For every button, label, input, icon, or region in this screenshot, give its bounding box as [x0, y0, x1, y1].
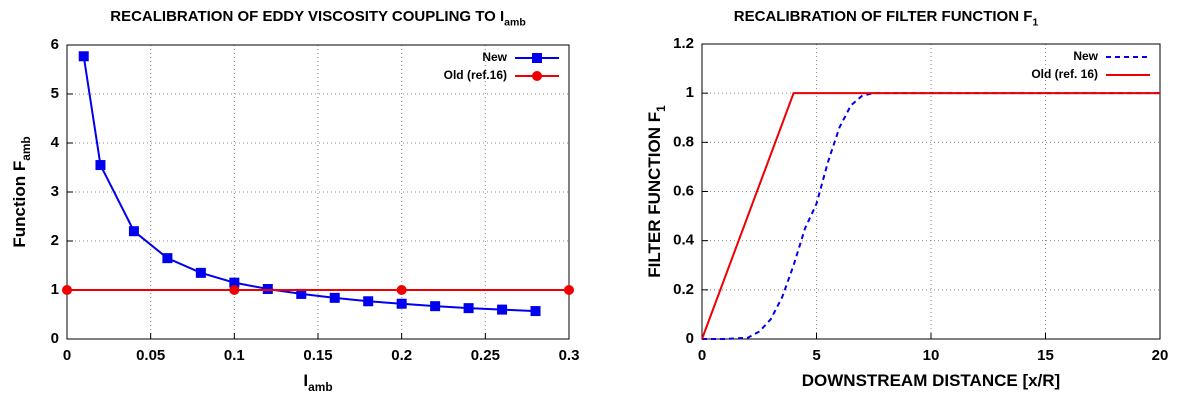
x-tick-label: 10 [923, 347, 940, 364]
y-axis-label-sub: 1 [654, 105, 668, 112]
y-tick-label: 0.8 [673, 133, 694, 150]
x-axis-label-main: DOWNSTREAM DISTANCE [x/R] [802, 371, 1060, 390]
legend-label: Old (ref.16) [444, 68, 507, 82]
y-tick-label: 5 [51, 85, 59, 102]
x-axis-label-main: I [303, 371, 308, 390]
chart-title: RECALIBRATION OF FILTER FUNCTION F1 [734, 8, 1039, 28]
data-point [530, 306, 541, 317]
x-tick-label: 0.1 [224, 347, 245, 364]
y-axis-label: FILTER FUNCTION F1 [645, 105, 668, 278]
data-point [564, 285, 574, 295]
y-axis-label-main: Function F [10, 161, 29, 248]
data-point [363, 296, 374, 307]
x-tick-label: 0.25 [471, 347, 500, 364]
legend-marker [532, 53, 542, 63]
plot-frame [701, 43, 1161, 340]
data-point [195, 267, 206, 278]
legend-label: Old (ref. 16) [1031, 67, 1098, 81]
x-axis-label: Iamb [303, 371, 332, 394]
y-tick-label: 4 [51, 134, 60, 151]
y-axis-label-main: FILTER FUNCTION F [645, 112, 664, 278]
chart-title-main: RECALIBRATION OF FILTER FUNCTION F [734, 8, 1033, 25]
x-axis-label-sub: amb [308, 380, 332, 394]
series-line [701, 92, 1160, 340]
data-point [430, 301, 441, 312]
chart-title-main: RECALIBRATION OF EDDY VISCOSITY COUPLING… [110, 8, 504, 25]
plot-frame [66, 44, 570, 340]
y-tick-label: 1.2 [673, 35, 694, 52]
data-point [329, 292, 340, 303]
x-tick-label: 15 [1037, 347, 1054, 364]
data-point [463, 303, 474, 314]
data-point [62, 285, 72, 295]
chart-title-sub: amb [504, 16, 526, 28]
y-tick-label: 0.2 [673, 281, 694, 298]
y-tick-label: 6 [51, 36, 59, 53]
x-tick-label: 0.3 [559, 347, 580, 364]
data-point [128, 226, 139, 237]
x-tick-label: 5 [812, 347, 820, 364]
legend-label: New [482, 50, 507, 64]
series-line [702, 92, 1160, 340]
data-point [78, 51, 89, 62]
y-axis-label-sub: amb [19, 136, 33, 160]
x-tick-label: 20 [1152, 347, 1169, 364]
y-axis-label: Function Famb [10, 136, 33, 247]
y-tick-label: 0.4 [673, 232, 695, 249]
data-point [229, 277, 240, 288]
data-point [162, 253, 173, 264]
data-point [296, 288, 307, 299]
y-tick-label: 2 [51, 232, 59, 249]
x-tick-label: 0.15 [303, 347, 332, 364]
y-tick-label: 0 [686, 330, 694, 347]
data-point [95, 160, 106, 171]
y-tick-label: 1 [686, 84, 694, 101]
y-tick-label: 3 [51, 183, 59, 200]
x-tick-label: 0 [698, 347, 706, 364]
data-point [396, 298, 407, 309]
y-tick-label: 0.6 [673, 182, 694, 199]
chart-title-sub: 1 [1032, 16, 1038, 28]
data-point [497, 304, 508, 315]
data-point [396, 285, 407, 295]
legend-label: New [1073, 49, 1098, 63]
x-tick-label: 0.05 [136, 347, 165, 364]
data-point [229, 285, 240, 295]
x-axis-label: DOWNSTREAM DISTANCE [x/R] [802, 371, 1060, 390]
y-tick-label: 0 [51, 330, 59, 347]
x-tick-label: 0.2 [391, 347, 412, 364]
y-tick-label: 1 [51, 281, 59, 298]
x-tick-label: 0 [63, 347, 71, 364]
chart-title: RECALIBRATION OF EDDY VISCOSITY COUPLING… [110, 8, 526, 28]
legend-marker [532, 71, 542, 81]
